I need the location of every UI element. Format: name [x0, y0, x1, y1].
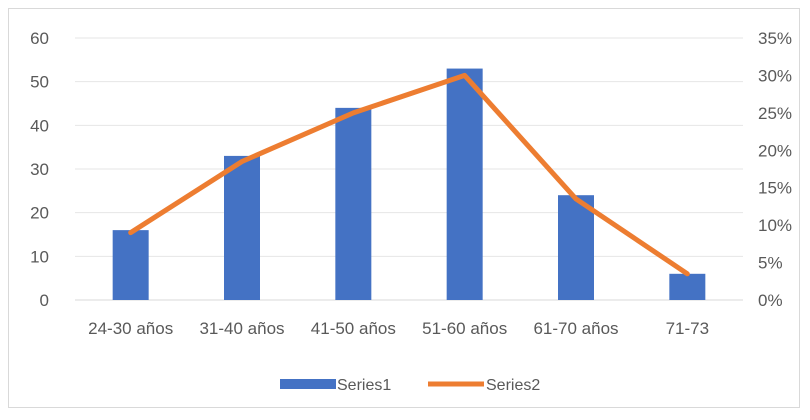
x-tick-label: 41-50 años	[311, 319, 396, 338]
y-right-tick-label: 10%	[758, 216, 792, 235]
y-left-tick-label: 0	[40, 291, 49, 310]
y-right-tick-label: 25%	[758, 104, 792, 123]
legend-label-series1: Series1	[337, 377, 391, 394]
bar	[446, 68, 483, 300]
y-left-tick-label: 60	[30, 29, 49, 48]
y-left-tick-label: 40	[30, 116, 49, 135]
x-tick-label: 71-73	[666, 319, 709, 338]
y-left-tick-label: 50	[30, 73, 49, 92]
y-right-tick-label: 20%	[758, 141, 792, 160]
y-right-tick-label: 5%	[758, 254, 783, 273]
chart-frame	[8, 8, 800, 408]
bar	[669, 273, 706, 300]
y-left-tick-label: 10	[30, 247, 49, 266]
legend: Series1 Series2	[280, 377, 540, 394]
y-axis-left: 0 10 20 30 40 50 60	[30, 29, 49, 310]
bar	[558, 195, 594, 300]
x-tick-label: 31-40 años	[199, 319, 284, 338]
x-tick-label: 61-70 años	[533, 319, 618, 338]
series2-line	[128, 72, 690, 277]
y-axis-right: 0% 5% 10% 15% 20% 25% 30% 35%	[758, 29, 792, 310]
x-axis: 24-30 años 31-40 años 41-50 años 51-60 años…	[88, 319, 709, 338]
y-right-tick-label: 15%	[758, 179, 792, 198]
y-left-tick-label: 30	[30, 160, 49, 179]
y-right-tick-label: 30%	[758, 66, 792, 85]
x-tick-label: 51-60 años	[422, 319, 507, 338]
bar	[224, 155, 260, 300]
bar	[335, 107, 372, 300]
y-left-tick-label: 20	[30, 204, 49, 223]
bar	[112, 230, 149, 300]
line-series	[128, 72, 690, 277]
bar-series	[112, 68, 706, 300]
legend-label-series2: Series2	[486, 377, 540, 394]
y-right-tick-label: 35%	[758, 29, 792, 48]
x-tick-label: 24-30 años	[88, 319, 173, 338]
y-right-tick-label: 0%	[758, 291, 783, 310]
gridlines	[75, 37, 743, 301]
legend-swatch-series1	[280, 379, 336, 389]
